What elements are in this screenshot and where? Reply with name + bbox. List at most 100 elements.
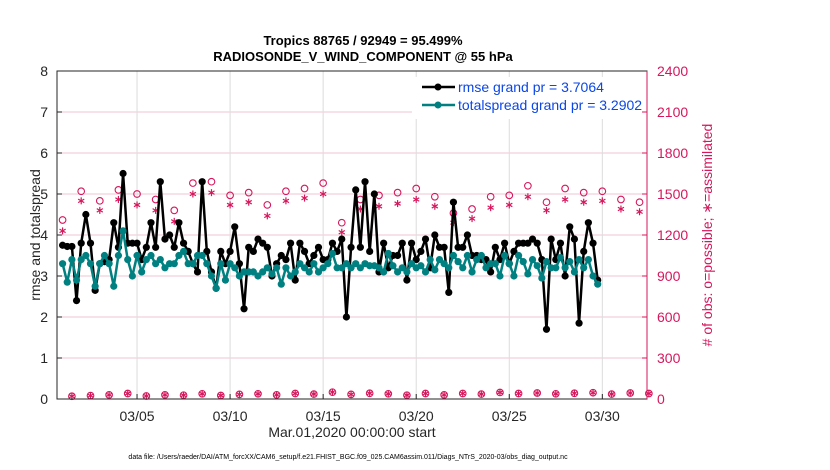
totalspread-point	[286, 272, 295, 280]
totalspread-point	[296, 260, 304, 268]
totalspread-point	[119, 227, 127, 235]
totalspread-point	[496, 272, 504, 280]
rmse-point	[459, 243, 467, 251]
totalspread-point	[291, 268, 299, 276]
totalspread-point	[575, 256, 583, 264]
asterisk-marker	[561, 195, 569, 203]
rmse-point	[240, 305, 248, 313]
totalspread-point	[319, 264, 327, 272]
totalspread-point	[556, 253, 565, 262]
rmse-point	[407, 239, 416, 247]
totalspread-point	[77, 256, 85, 264]
rmse-point	[556, 239, 565, 247]
rmse-point	[254, 235, 262, 243]
y-axis-right-ticks: 0 300 600 900 1200 1500 1800 2100 2400	[642, 63, 688, 407]
totalspread-point	[482, 264, 490, 272]
y-tick-label: 5	[40, 186, 48, 202]
y2-tick-label: 1200	[657, 227, 688, 243]
rmse-point	[580, 247, 588, 255]
rmse-point	[152, 243, 160, 251]
asterisk-marker	[468, 215, 476, 223]
y2-tick-label: 600	[657, 309, 681, 325]
asterisk-marker	[254, 390, 262, 398]
legend-box	[412, 77, 642, 119]
rmse-point	[431, 231, 439, 239]
totalspread-point	[277, 280, 285, 288]
totalspread-point	[584, 256, 592, 264]
chart-title-line1: Tropics 88765 / 92949 = 95.499%	[263, 33, 463, 48]
rmse-point	[491, 243, 499, 251]
y2-tick-label: 1800	[657, 145, 688, 161]
possible-obs-point	[635, 198, 644, 207]
totalspread-point	[491, 260, 499, 268]
totalspread-point	[58, 260, 67, 268]
rmse-point	[589, 239, 597, 247]
totalspread-point	[161, 264, 169, 272]
asterisk-marker	[96, 206, 104, 214]
totalspread-point	[473, 256, 481, 264]
rmse-point	[296, 239, 304, 247]
asterisk-marker	[617, 205, 625, 213]
possible-obs-point	[598, 187, 607, 196]
totalspread-point	[96, 260, 104, 268]
totalspread-point	[389, 262, 397, 270]
possible-obs-point	[58, 216, 67, 224]
possible-obs-point	[430, 192, 439, 201]
totalspread-point	[398, 264, 406, 272]
asterisk-marker	[226, 201, 234, 209]
asterisk-marker	[598, 197, 606, 205]
rmse-point	[398, 239, 406, 247]
asterisk-marker	[496, 388, 504, 396]
y-axis-left-ticks: 0 1 2 3 4 5 6 7 8	[40, 63, 62, 407]
y-tick-label: 3	[40, 268, 48, 284]
asterisk-marker	[208, 189, 215, 197]
y-tick-label: 1	[40, 350, 48, 366]
asterisk-marker	[329, 388, 336, 396]
rmse-point	[463, 231, 471, 239]
possible-obs-point	[393, 188, 402, 197]
totalspread-point	[314, 268, 323, 276]
rmse-point	[440, 243, 448, 251]
totalspread-point	[407, 260, 416, 268]
totalspread-point	[110, 282, 118, 290]
asterisk-marker	[338, 228, 346, 236]
totalspread-point	[142, 256, 150, 264]
totalspread-point	[463, 251, 471, 260]
rmse-point	[352, 186, 360, 194]
totalspread-point	[440, 260, 448, 268]
chart-title-line2: RADIOSONDE_V_WIND_COMPONENT @ 55 hPa	[213, 49, 513, 64]
totalspread-point	[352, 260, 360, 268]
totalspread-point	[124, 256, 132, 264]
totalspread-point	[528, 256, 537, 264]
asterisk-marker	[263, 212, 271, 220]
y-tick-label: 2	[40, 309, 48, 325]
possible-obs-point	[300, 184, 309, 193]
rmse-point	[286, 239, 295, 247]
rmse-point	[380, 239, 388, 247]
asterisk-marker	[459, 390, 467, 398]
y-axis-label: rmse and totalspread	[27, 169, 43, 301]
rmse-point	[403, 276, 411, 284]
rmse-point	[528, 235, 537, 243]
totalspread-point	[68, 256, 76, 264]
grid-lines	[57, 71, 647, 399]
possible-obs-point	[412, 184, 421, 193]
rmse-point	[314, 243, 323, 251]
asterisk-marker	[626, 389, 634, 397]
totalspread-point	[128, 272, 136, 280]
asterisk-marker	[580, 198, 588, 206]
asterisk-marker	[347, 390, 355, 398]
possible-obs-point	[282, 187, 290, 196]
asterisk-marker	[301, 194, 308, 202]
totalspread-point	[501, 251, 509, 260]
totalspread-point	[435, 256, 444, 264]
totalspread-point	[254, 272, 262, 280]
legend-rmse-label: rmse grand pr = 3.7064	[458, 79, 604, 95]
rmse-point	[412, 256, 420, 264]
totalspread-point	[268, 270, 276, 278]
rmse-point	[193, 268, 202, 276]
rmse-point	[524, 239, 532, 247]
possible-obs-point	[207, 177, 216, 186]
rmse-point	[110, 219, 118, 227]
